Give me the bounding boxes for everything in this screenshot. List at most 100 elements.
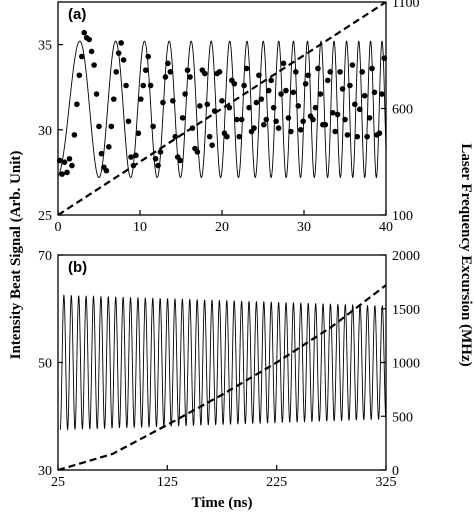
- data-point: [93, 91, 100, 97]
- data-point: [295, 103, 302, 109]
- data-point: [69, 162, 75, 169]
- data-point: [78, 53, 85, 60]
- plot-frame: [57, 254, 387, 471]
- left-y-tick-label: 35: [38, 39, 52, 54]
- data-point: [91, 62, 97, 68]
- x-tick-label: 20: [215, 220, 229, 235]
- right-y-tick-label: 1000: [392, 357, 420, 372]
- data-point: [71, 132, 78, 138]
- data-point: [261, 121, 267, 128]
- x-tick-label: 10: [133, 220, 147, 235]
- data-point: [305, 72, 311, 79]
- data-point: [273, 118, 279, 125]
- data-point: [157, 149, 164, 155]
- data-point: [364, 133, 370, 140]
- panel-label: (b): [68, 259, 87, 276]
- data-point: [324, 77, 331, 84]
- data-point: [366, 115, 373, 121]
- data-point: [224, 133, 230, 140]
- data-point: [315, 65, 321, 72]
- left-y-tick-label: 30: [38, 464, 52, 479]
- data-point: [238, 116, 245, 123]
- data-point: [115, 50, 122, 56]
- data-point: [263, 116, 270, 123]
- right-y-tick-label: 2000: [392, 249, 420, 264]
- data-point: [113, 69, 120, 75]
- data-point: [64, 169, 70, 176]
- data-point: [108, 123, 115, 130]
- data-point: [322, 121, 329, 128]
- data-point: [275, 125, 282, 131]
- data-point: [297, 127, 304, 133]
- fit-curve: [58, 40, 386, 179]
- data-point: [182, 91, 188, 97]
- data-point: [356, 106, 363, 113]
- data-point: [329, 109, 336, 116]
- x-tick-label: 325: [376, 475, 397, 490]
- data-point: [371, 89, 378, 96]
- data-point: [138, 96, 144, 102]
- data-point: [334, 111, 341, 118]
- left-y-tick-label: 70: [38, 249, 52, 264]
- beat-signal-line: [59, 294, 386, 431]
- data-point: [290, 89, 297, 96]
- data-point: [219, 98, 225, 104]
- data-point: [162, 74, 169, 80]
- left-y-tick-label: 50: [38, 357, 52, 372]
- x-axis-title: Time (ns): [192, 495, 253, 511]
- data-point: [302, 80, 309, 87]
- frequency-excursion-line: [58, 2, 386, 215]
- data-point: [165, 60, 171, 67]
- data-point: [98, 150, 105, 157]
- data-point: [81, 29, 88, 36]
- data-point: [251, 125, 257, 131]
- data-point: [118, 40, 124, 46]
- data-point: [288, 128, 294, 135]
- data-point: [285, 115, 292, 121]
- data-point: [231, 80, 238, 87]
- left-axis-title: Intensity Beat Signal (Arb. Unit): [8, 151, 24, 360]
- data-point: [256, 72, 262, 79]
- data-point: [206, 133, 213, 140]
- data-point: [342, 116, 348, 123]
- x-tick-label: 225: [266, 475, 287, 490]
- data-point: [197, 103, 203, 109]
- data-point: [241, 82, 247, 89]
- data-point: [278, 91, 284, 97]
- data-point: [184, 67, 191, 73]
- data-point: [379, 91, 385, 97]
- left-y-tick-label: 30: [38, 124, 52, 139]
- data-point: [145, 53, 151, 60]
- data-point: [233, 116, 240, 123]
- data-point: [344, 132, 351, 138]
- data-point: [61, 159, 68, 165]
- data-point: [327, 69, 334, 75]
- data-point: [155, 162, 161, 169]
- data-point: [66, 155, 73, 162]
- data-point: [140, 82, 147, 89]
- data-point: [133, 152, 139, 159]
- data-point: [74, 101, 80, 108]
- data-point: [76, 72, 83, 79]
- data-point: [265, 87, 272, 94]
- data-point: [123, 82, 129, 89]
- data-point: [280, 60, 287, 67]
- data-point: [332, 128, 338, 135]
- data-point: [216, 69, 223, 75]
- data-point: [128, 154, 134, 160]
- data-point: [179, 115, 186, 121]
- data-point: [283, 87, 289, 94]
- data-point: [110, 96, 117, 102]
- x-tick-label: 40: [379, 220, 393, 235]
- data-point: [120, 57, 127, 63]
- data-point: [96, 123, 102, 130]
- data-point: [253, 99, 260, 106]
- right-axis-title: Laser Frequency Excursion (MHz): [458, 143, 474, 366]
- data-point: [300, 118, 306, 125]
- data-point: [167, 69, 174, 75]
- right-y-tick-label: 500: [392, 410, 413, 425]
- data-point: [369, 65, 375, 72]
- data-point: [381, 55, 388, 62]
- data-point: [142, 67, 149, 73]
- frequency-excursion-line: [58, 284, 386, 470]
